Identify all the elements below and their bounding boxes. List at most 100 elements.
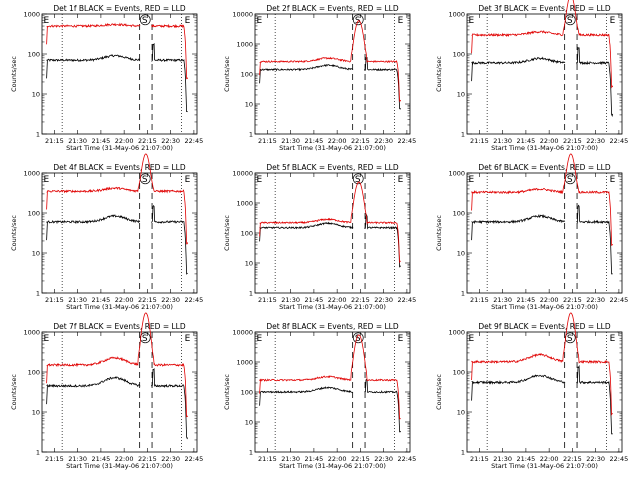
series-events-line bbox=[259, 378, 402, 433]
x-tick-label: 22:15 bbox=[351, 137, 370, 145]
panel-title: Det 6f BLACK = Events, RED = LLD bbox=[478, 163, 611, 172]
y-tick-label: 10000 bbox=[232, 169, 253, 177]
x-tick-label: 21:30 bbox=[68, 455, 87, 463]
y-tick-label: 1 bbox=[249, 289, 253, 297]
plot-frame bbox=[41, 13, 198, 135]
marker-e-3: E bbox=[185, 175, 191, 185]
x-axis-label: Start Time (31-May-06 21:07:00) bbox=[491, 144, 598, 152]
x-tick-label: 21:15 bbox=[470, 137, 489, 145]
x-axis-label: Start Time (31-May-06 21:07:00) bbox=[491, 462, 598, 470]
x-tick-label: 21:30 bbox=[281, 455, 300, 463]
x-tick-label: 22:00 bbox=[540, 137, 559, 145]
x-tick-label: 22:30 bbox=[161, 296, 180, 304]
y-tick-label: 1 bbox=[36, 289, 40, 297]
panel-7: Det 7f BLACK = Events, RED = LLD 1 10 100 10… bbox=[10, 312, 204, 470]
y-tick-label: 100 bbox=[453, 209, 465, 217]
panel-6: Det 6f BLACK = Events, RED = LLD 1 10 100 10… bbox=[435, 153, 628, 311]
y-tick-label: 10 bbox=[32, 90, 40, 98]
marker-s-circle bbox=[352, 173, 364, 185]
y-tick-label: 1000 bbox=[236, 199, 253, 207]
x-tick-label: 22:15 bbox=[138, 455, 157, 463]
marker-e-1: E bbox=[469, 16, 475, 26]
series-events-line bbox=[471, 46, 614, 117]
y-tick-label: 10 bbox=[245, 418, 253, 426]
x-tick-label: 22:15 bbox=[351, 296, 370, 304]
y-axis-label: Counts/sec bbox=[435, 374, 443, 410]
x-tick-label: 22:00 bbox=[328, 455, 347, 463]
x-tick-label: 22:15 bbox=[563, 296, 582, 304]
y-tick-label: 10 bbox=[32, 408, 40, 416]
panel-title: Det 2f BLACK = Events, RED = LLD bbox=[266, 4, 399, 13]
x-tick-label: 22:30 bbox=[586, 137, 605, 145]
y-tick-label: 10 bbox=[457, 249, 465, 257]
x-tick-label: 22:15 bbox=[351, 455, 370, 463]
plot-frame bbox=[466, 172, 623, 294]
x-tick-label: 22:30 bbox=[374, 296, 393, 304]
x-tick-label: 21:30 bbox=[493, 296, 512, 304]
series-lld-line bbox=[46, 153, 189, 245]
x-axis-label: Start Time (31-May-06 21:07:00) bbox=[279, 144, 386, 152]
marker-e-3: E bbox=[185, 334, 191, 344]
x-tick-label: 21:15 bbox=[258, 137, 277, 145]
x-tick-label: 21:45 bbox=[517, 296, 536, 304]
x-tick-label: 21:15 bbox=[470, 455, 489, 463]
x-axis-label: Start Time (31-May-06 21:07:00) bbox=[66, 303, 173, 311]
plot-frame bbox=[466, 331, 623, 453]
x-tick-label: 21:45 bbox=[517, 137, 536, 145]
x-tick-label: 21:45 bbox=[92, 137, 111, 145]
panel-8: Det 8f BLACK = Events, RED = LLD 1 10 100 10… bbox=[223, 322, 416, 470]
series-lld-line bbox=[471, 0, 614, 89]
y-axis-label: Counts/sec bbox=[435, 56, 443, 92]
x-tick-label: 22:15 bbox=[563, 137, 582, 145]
x-tick-label: 22:00 bbox=[328, 137, 347, 145]
y-tick-label: 1 bbox=[249, 130, 253, 138]
x-tick-label: 22:45 bbox=[185, 455, 204, 463]
x-tick-label: 22:00 bbox=[115, 296, 134, 304]
x-axis-label: Start Time (31-May-06 21:07:00) bbox=[66, 144, 173, 152]
series-events-line bbox=[46, 42, 188, 113]
x-axis-label: Start Time (31-May-06 21:07:00) bbox=[491, 303, 598, 311]
marker-s-circle bbox=[139, 332, 151, 344]
y-tick-label: 10 bbox=[457, 408, 465, 416]
panel-title: Det 4f BLACK = Events, RED = LLD bbox=[53, 163, 186, 172]
x-tick-label: 22:30 bbox=[586, 296, 605, 304]
x-tick-label: 21:30 bbox=[281, 137, 300, 145]
marker-e-3: E bbox=[398, 16, 404, 26]
series-lld-line bbox=[46, 22, 189, 80]
x-tick-label: 22:45 bbox=[398, 137, 417, 145]
marker-e-1: E bbox=[257, 16, 263, 26]
series-lld-line bbox=[471, 312, 613, 416]
marker-e-1: E bbox=[469, 334, 475, 344]
y-tick-label: 100 bbox=[28, 209, 40, 217]
x-tick-label: 22:45 bbox=[398, 455, 417, 463]
x-tick-label: 21:30 bbox=[281, 296, 300, 304]
x-tick-label: 21:15 bbox=[45, 137, 64, 145]
x-tick-label: 22:45 bbox=[398, 296, 417, 304]
y-tick-label: 100 bbox=[241, 70, 253, 78]
plot-frame bbox=[254, 172, 411, 294]
y-tick-label: 10 bbox=[245, 100, 253, 108]
marker-s-2: S bbox=[142, 175, 148, 185]
y-tick-label: 1 bbox=[461, 130, 465, 138]
y-tick-label: 100 bbox=[453, 50, 465, 58]
marker-s-2: S bbox=[142, 16, 148, 26]
x-tick-label: 22:00 bbox=[540, 455, 559, 463]
y-tick-label: 1000 bbox=[236, 40, 253, 48]
marker-s-2: S bbox=[355, 334, 361, 344]
marker-e-3: E bbox=[610, 16, 616, 26]
panel-3: Det 3f BLACK = Events, RED = LLD 1 10 100 10… bbox=[435, 0, 628, 152]
x-tick-label: 21:30 bbox=[68, 137, 87, 145]
panel-title: Det 8f BLACK = Events, RED = LLD bbox=[266, 322, 399, 331]
y-tick-label: 100 bbox=[453, 368, 465, 376]
x-tick-label: 21:15 bbox=[470, 296, 489, 304]
marker-e-1: E bbox=[44, 334, 50, 344]
marker-e-1: E bbox=[44, 175, 50, 185]
marker-e-3: E bbox=[398, 334, 404, 344]
x-axis-label: Start Time (31-May-06 21:07:00) bbox=[279, 303, 386, 311]
marker-s-2: S bbox=[567, 334, 573, 344]
marker-e-1: E bbox=[44, 16, 50, 26]
marker-e-3: E bbox=[610, 175, 616, 185]
y-tick-label: 1 bbox=[36, 130, 40, 138]
panel-title: Det 9f BLACK = Events, RED = LLD bbox=[478, 322, 611, 331]
